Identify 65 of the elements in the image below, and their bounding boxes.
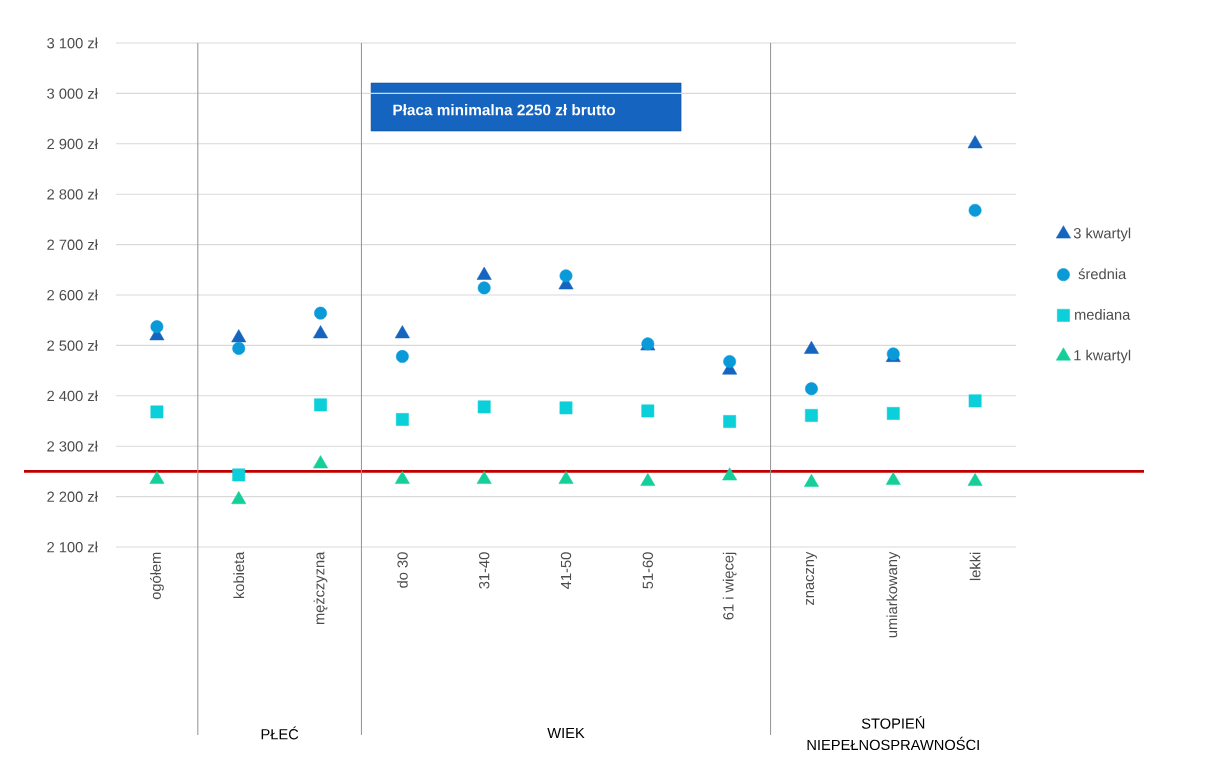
point xyxy=(723,415,737,428)
x-tick-label: mężczyzna xyxy=(313,551,328,625)
point xyxy=(150,320,164,334)
point xyxy=(968,394,982,408)
point xyxy=(804,340,819,354)
annotation: Płaca minimalna 2250 zł brutto xyxy=(393,104,616,116)
text: PŁEĆ xyxy=(261,726,299,740)
point xyxy=(805,409,818,422)
y-tick-label: 2 800 zł xyxy=(47,188,98,200)
point xyxy=(886,407,900,420)
x-tick-label: do 30 xyxy=(396,552,408,588)
point xyxy=(559,269,573,283)
point xyxy=(558,470,574,484)
point xyxy=(640,472,656,486)
x-tick-label: 31-40 xyxy=(479,552,490,589)
y-tick-label: 2 100 zł xyxy=(47,541,98,553)
x-tick-label: lekki xyxy=(969,552,981,581)
point xyxy=(313,325,328,339)
legend-label: 1 kwartyl xyxy=(1074,349,1131,364)
point xyxy=(805,382,818,396)
y-tick-label: 2 300 zł xyxy=(47,440,98,452)
text: WIEK xyxy=(547,727,585,739)
point xyxy=(885,471,901,485)
legend-label: 3 kwartyl xyxy=(1073,227,1131,242)
point xyxy=(231,329,247,343)
point xyxy=(804,473,819,487)
point xyxy=(477,400,491,414)
point xyxy=(150,405,164,419)
point xyxy=(232,468,246,482)
x-tick-label: znaczny xyxy=(806,551,817,605)
y-tick-label: 2 200 zł xyxy=(47,491,98,502)
legend-label: średnia xyxy=(1078,268,1127,280)
point xyxy=(722,467,738,481)
x-tick-label: ogółem xyxy=(150,552,164,600)
point xyxy=(477,281,491,295)
point xyxy=(967,472,983,486)
point xyxy=(559,401,573,415)
x-tick-label: kobieta xyxy=(233,551,245,599)
x-tick-label: 61 i więcej xyxy=(722,552,737,620)
y-tick-label: 2 900 zł xyxy=(47,138,98,150)
x-tick-label: umiarkowany xyxy=(886,551,901,638)
y-tick-label: 2 700 zł xyxy=(47,239,98,250)
point xyxy=(395,350,409,363)
point xyxy=(231,491,247,505)
point xyxy=(723,355,737,368)
point xyxy=(314,306,327,320)
point xyxy=(394,470,410,484)
y-tick-label: 3 000 zł xyxy=(47,88,98,99)
y-tick-label: 2 400 zł xyxy=(47,390,98,402)
y-tick-label: 2 600 zł xyxy=(47,289,98,301)
point xyxy=(314,398,327,412)
point xyxy=(149,470,165,484)
point xyxy=(641,404,655,418)
point xyxy=(313,455,328,469)
legend-label: mediana xyxy=(1075,309,1131,320)
point xyxy=(395,413,409,426)
y-tick-label: 3 100 zł xyxy=(47,37,98,49)
y-tick-label: 2 500 zł xyxy=(47,340,98,351)
text: STOPIEŃ NIEPEŁNOSPRAWNOŚCI xyxy=(807,715,979,751)
x-tick-label: 41-50 xyxy=(560,552,572,589)
point xyxy=(232,342,246,355)
x-tick-label: 51-60 xyxy=(642,552,654,589)
point xyxy=(394,325,410,339)
point xyxy=(476,470,492,484)
point xyxy=(968,203,982,217)
